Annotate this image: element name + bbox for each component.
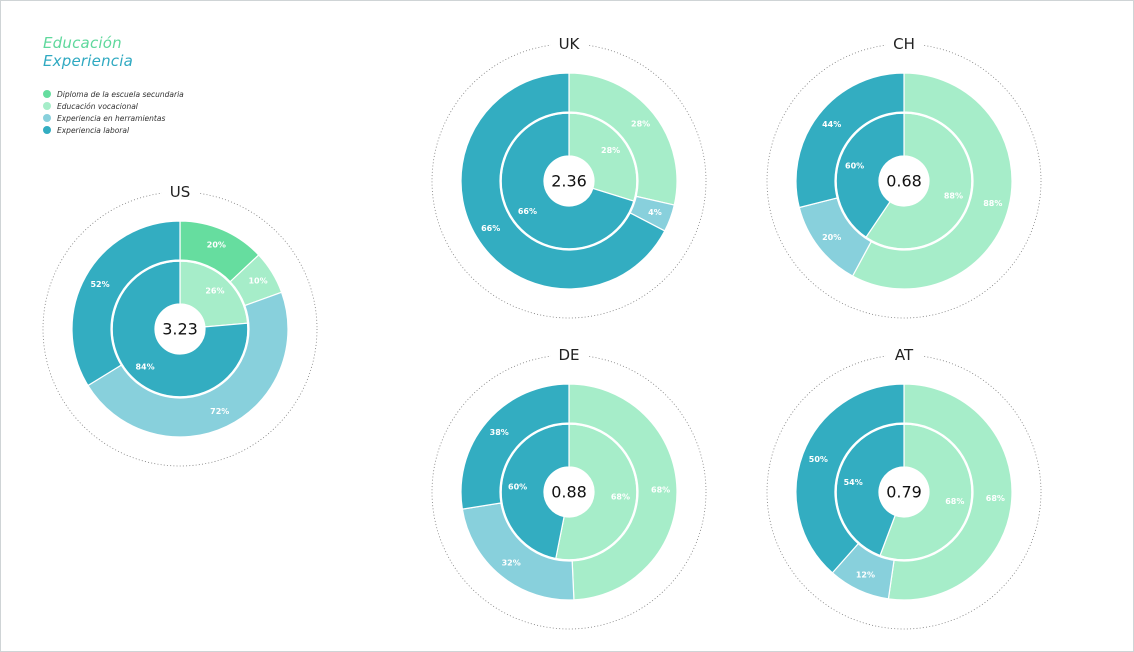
donut-us-inner-label-work: 84%: [135, 363, 154, 372]
donut-at-outer-label-tools: 12%: [856, 571, 875, 580]
donut-de-outer-label-vocational: 68%: [651, 485, 670, 494]
legend-swatch-work: [43, 126, 51, 134]
donut-de-center-value: 0.88: [551, 483, 587, 502]
donut-uk-outer-label-vocational: 28%: [631, 119, 650, 128]
donut-at-outer-label-vocational: 68%: [986, 494, 1005, 503]
donut-us-title-backdrop: [162, 183, 198, 201]
donut-de-center-hole: [544, 467, 594, 517]
donut-at-outer-label-work: 50%: [809, 455, 828, 464]
donut-us-outer-label-tools: 72%: [210, 407, 229, 416]
donut-at-ring-divider: [835, 423, 973, 561]
legend-label-diploma: Diploma de la escuela secundaria: [57, 89, 184, 99]
legend-swatch-vocational: [43, 102, 51, 110]
donut-at: 68% 12% 50% 68% 54% 0.79 AT: [766, 346, 1042, 630]
donut-uk-outer-segment-vocational: [568, 72, 678, 206]
title-education: Educación: [43, 34, 122, 52]
donut-ch-inner-label-work: 60%: [845, 161, 864, 170]
donut-de-inner-label-work: 60%: [508, 482, 527, 491]
donut-uk-inner-label-work: 66%: [518, 207, 537, 216]
donut-us-guide-ring: [42, 191, 318, 467]
donut-uk-guide-ring: [431, 43, 707, 319]
donut-uk-center-value: 2.36: [551, 172, 587, 191]
donut-at-inner-label-vocational: 68%: [945, 497, 964, 506]
donut-uk-inner-label-vocational: 28%: [601, 146, 620, 155]
donut-ch-center-value: 0.68: [886, 172, 922, 191]
donut-us-title: US: [170, 183, 191, 201]
legend-swatch-diploma: [43, 90, 51, 98]
donut-us-outer-label-vocational: 10%: [248, 277, 267, 286]
donut-at-guide-ring: [766, 354, 1042, 630]
donut-de-outer-label-tools: 32%: [502, 559, 521, 568]
donut-us-center-hole: [155, 304, 205, 354]
donut-ch-ring-divider: [835, 112, 973, 250]
donut-us-outer-label-diploma: 20%: [207, 240, 226, 249]
legend-item-tools: Experiencia en herramientas: [43, 112, 184, 124]
donut-at-inner-label-work: 54%: [844, 478, 863, 487]
legend: Diploma de la escuela secundaria Educaci…: [43, 88, 184, 136]
title-experience: Experiencia: [43, 52, 133, 70]
donut-uk-title-backdrop: [551, 35, 587, 53]
donut-uk-title: UK: [559, 35, 581, 53]
donut-de-outer-segment-work: [460, 383, 570, 510]
legend-label-work: Experiencia laboral: [57, 125, 130, 135]
legend-item-work: Experiencia laboral: [43, 124, 184, 136]
legend-item-vocational: Educación vocacional: [43, 100, 184, 112]
donut-at-center-hole: [879, 467, 929, 517]
donut-ch-center-hole: [879, 156, 929, 206]
donut-ch-outer-segment-vocational: [851, 72, 1013, 290]
donut-uk-ring-divider: [500, 112, 638, 250]
donut-de-outer-segment-vocational: [568, 383, 678, 601]
legend-label-tools: Experiencia en herramientas: [57, 113, 166, 123]
donut-ch-title: CH: [893, 35, 915, 53]
donut-de-ring-divider: [500, 423, 638, 561]
legend-swatch-tools: [43, 114, 51, 122]
donut-de-title-backdrop: [551, 346, 587, 364]
donut-uk: 28% 4% 66% 28% 66% 2.36 UK: [431, 35, 707, 319]
donut-us-outer-segment-tools: [87, 291, 289, 438]
donut-de-guide-ring: [431, 354, 707, 630]
donut-at-outer-segment-vocational: [887, 383, 1013, 601]
donut-de-outer-label-work: 38%: [490, 428, 509, 437]
legend-label-vocational: Educación vocacional: [57, 101, 138, 111]
donut-us-inner-label-vocational: 26%: [205, 286, 224, 295]
donut-uk-center-hole: [544, 156, 594, 206]
donut-ch: 88% 20% 44% 88% 60% 0.68 CH: [766, 35, 1042, 319]
donut-de-title: DE: [558, 346, 579, 364]
donut-uk-outer-label-tools: 4%: [648, 208, 662, 217]
donut-uk-outer-segment-work: [460, 72, 666, 290]
donut-ch-inner-label-vocational: 88%: [944, 192, 963, 201]
donut-ch-title-backdrop: [886, 35, 922, 53]
donut-at-center-value: 0.79: [886, 483, 922, 502]
donut-us: 20% 10% 72% 52% 26% 84% 3.23 US: [42, 183, 318, 467]
donut-ch-outer-segment-work: [795, 72, 905, 209]
donut-us-ring-divider: [111, 260, 249, 398]
donut-us-outer-segment-work: [71, 220, 181, 387]
donut-us-center-value: 3.23: [162, 320, 198, 339]
donut-de: 68% 32% 38% 68% 60% 0.88 DE: [431, 346, 707, 630]
donut-ch-outer-label-work: 44%: [822, 120, 841, 129]
donut-de-inner-label-vocational: 68%: [611, 493, 630, 502]
donut-at-title-backdrop: [886, 346, 922, 364]
donut-ch-guide-ring: [766, 43, 1042, 319]
donut-at-title: AT: [895, 346, 914, 364]
donut-at-outer-segment-work: [795, 383, 905, 574]
legend-item-diploma: Diploma de la escuela secundaria: [43, 88, 184, 100]
donut-ch-outer-label-vocational: 88%: [983, 199, 1002, 208]
donut-uk-outer-label-work: 66%: [481, 224, 500, 233]
donut-us-outer-label-work: 52%: [90, 280, 109, 289]
donut-ch-outer-label-tools: 20%: [822, 233, 841, 242]
